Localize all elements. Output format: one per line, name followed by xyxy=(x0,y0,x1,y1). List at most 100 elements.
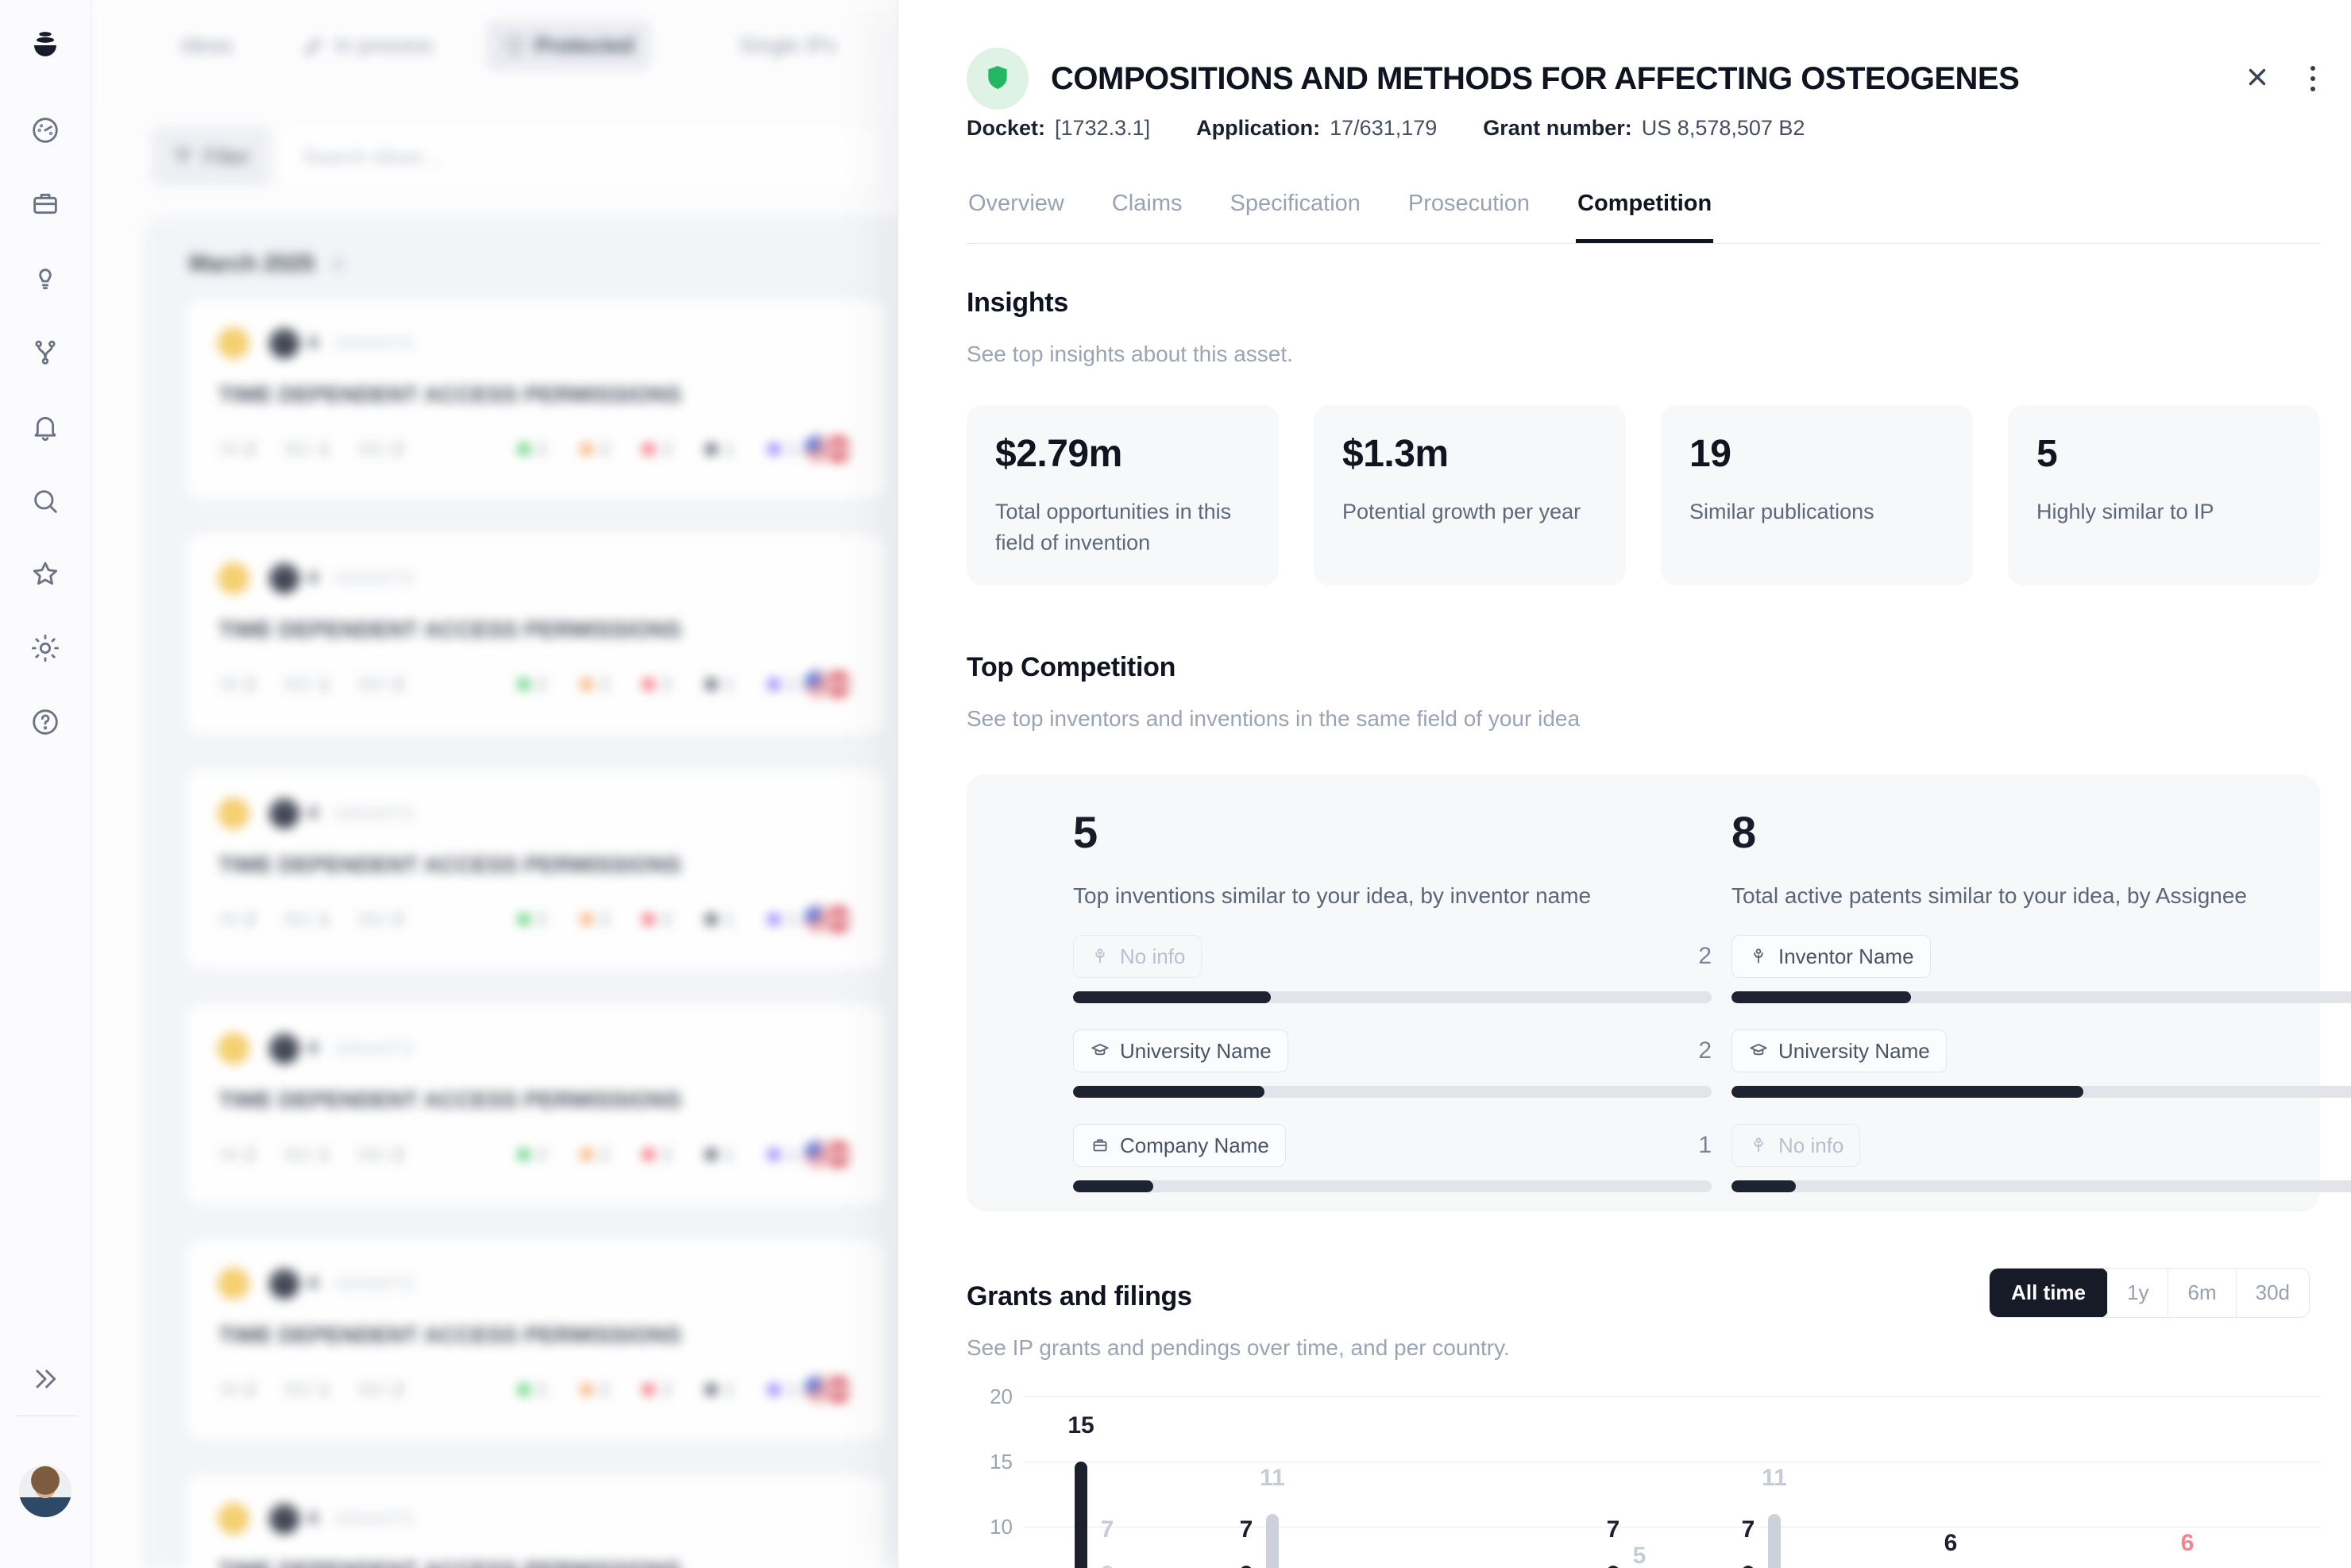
insight-value: 5 xyxy=(2036,433,2058,475)
tab-protected-label: Protected xyxy=(535,33,635,57)
rail-divider xyxy=(14,1415,78,1416)
status-dot: 1 xyxy=(767,1144,797,1165)
range-6m[interactable]: 6m xyxy=(2168,1269,2235,1317)
idea-card[interactable]: 4 GRANTS TIME DEPENDENT ACCESS PERMISSIO… xyxy=(187,299,884,500)
tab-in-process-label: In process xyxy=(334,33,434,57)
tab-prosecution[interactable]: Prosecution xyxy=(1407,191,1531,216)
chip-no-info[interactable]: No info xyxy=(1073,935,1203,978)
insight-label: Total opportunities in this field of inv… xyxy=(995,500,1232,555)
insight-label: Similar publications xyxy=(1689,500,1874,523)
idea-card[interactable]: 4 GRANTS TIME DEPENDENT ACCESS PERMISSIO… xyxy=(187,1475,884,1568)
card-avatar-count: 4 xyxy=(307,1037,318,1059)
bar-fill xyxy=(1731,991,1911,1003)
competition-row: No info 1 xyxy=(1731,1123,2351,1192)
card-stat: 362 1 xyxy=(282,1144,330,1164)
card-avatar xyxy=(269,328,299,358)
chart-bar xyxy=(1607,1566,1619,1568)
status-dot: 2 xyxy=(517,438,547,460)
tab-in-process[interactable]: In process xyxy=(285,21,451,71)
chart-bar-label: 7 xyxy=(1100,1516,1114,1543)
funnel-icon xyxy=(174,149,191,163)
search-icon[interactable] xyxy=(26,482,64,520)
search-ideas-input[interactable]: Search ideas... xyxy=(280,126,882,187)
tabs-divider xyxy=(686,29,688,62)
tab-single-ips[interactable]: Single IPs xyxy=(722,21,854,71)
pipeline-icon[interactable] xyxy=(26,334,64,372)
close-icon xyxy=(2249,68,2266,85)
chart-bar xyxy=(1266,1513,1279,1568)
chip-university[interactable]: University Name xyxy=(1731,1029,1947,1072)
range-1y[interactable]: 1y xyxy=(2107,1269,2168,1317)
card-stat: 362 2 xyxy=(356,674,403,694)
card-title: TIME DEPENDENT ACCESS PERMISSIONS xyxy=(218,617,681,642)
app-logo-icon[interactable] xyxy=(26,25,64,64)
settings-icon[interactable] xyxy=(26,629,64,667)
card-dots: 2 2 2 1 1 xyxy=(517,438,797,460)
chip-inventor-name[interactable]: Inventor Name xyxy=(1731,935,1931,978)
status-dot: 1 xyxy=(767,674,797,695)
idea-card[interactable]: 4 GRANTS TIME DEPENDENT ACCESS PERMISSIO… xyxy=(187,1240,884,1440)
grants-subtitle: See IP grants and pendings over time, an… xyxy=(967,1335,1510,1360)
favorites-icon[interactable] xyxy=(26,555,64,593)
tab-overview[interactable]: Overview xyxy=(968,191,1064,216)
chip-university[interactable]: University Name xyxy=(1073,1029,1288,1072)
competition-col-subtitle: Top inventions similar to your idea, by … xyxy=(1073,883,1592,908)
card-dots: 2 2 2 1 1 xyxy=(517,674,797,695)
card-stat: 362 1 xyxy=(282,1379,330,1400)
modal-header: COMPOSITIONS AND METHODS FOR AFFECTING O… xyxy=(967,48,2320,110)
insight-label: Highly similar to IP xyxy=(2036,500,2214,523)
card-stats: 36 2 362 1 362 2 xyxy=(218,438,430,460)
card-avatar xyxy=(269,798,299,828)
tab-claims[interactable]: Claims xyxy=(1111,191,1183,216)
user-avatar[interactable] xyxy=(19,1465,71,1517)
inventor-icon xyxy=(1754,1137,1763,1153)
card-dots: 2 2 2 1 1 xyxy=(517,1144,797,1165)
range-all-time[interactable]: All time xyxy=(1990,1269,2109,1317)
card-tag: GRANTS xyxy=(334,1273,415,1294)
notifications-icon[interactable] xyxy=(26,408,64,446)
chip-company[interactable]: Company Name xyxy=(1073,1124,1286,1167)
card-dots: 2 2 2 1 1 xyxy=(517,1379,797,1400)
more-options-button[interactable] xyxy=(2306,61,2320,96)
insight-cards: $2.79m Total opportunities in this field… xyxy=(967,405,2320,585)
grant-number-value: US 8,578,507 B2 xyxy=(1641,116,1805,140)
flag-us-icon xyxy=(803,1375,832,1404)
help-icon[interactable] xyxy=(26,703,64,741)
inventor-icon xyxy=(1754,948,1763,964)
flag-us-icon xyxy=(803,670,832,699)
chip-no-info[interactable]: No info xyxy=(1731,1124,1861,1167)
competition-count: 5 xyxy=(1073,807,1098,857)
card-stat: 362 2 xyxy=(356,438,403,459)
tab-competition[interactable]: Competition xyxy=(1576,180,1714,243)
competition-subtitle: See top inventors and inventions in the … xyxy=(967,706,1581,731)
idea-card[interactable]: 4 GRANTS TIME DEPENDENT ACCESS PERMISSIO… xyxy=(187,770,884,970)
filter-button[interactable]: Filter xyxy=(152,127,271,186)
idea-card[interactable]: 4 GRANTS TIME DEPENDENT ACCESS PERMISSIO… xyxy=(187,535,884,735)
insight-card-publications: 19 Similar publications xyxy=(1661,405,1973,585)
tab-specification[interactable]: Specification xyxy=(1230,191,1361,216)
expand-panel-icon[interactable] xyxy=(26,1360,64,1398)
status-dot: 1 xyxy=(705,909,735,930)
chart-bar xyxy=(1075,1462,1087,1568)
ideas-icon[interactable] xyxy=(26,259,64,297)
cards-container: 4 GRANTS TIME DEPENDENT ACCESS PERMISSIO… xyxy=(143,299,898,1568)
ideas-list-panel: Ideas In process Protected Single IPs Fi… xyxy=(91,0,898,1568)
portfolio-icon[interactable] xyxy=(26,184,64,222)
y-axis-label: 20 xyxy=(990,1385,1013,1408)
card-tag: GRANTS xyxy=(334,332,415,353)
idea-card[interactable]: 4 GRANTS TIME DEPENDENT ACCESS PERMISSIO… xyxy=(187,1005,884,1205)
ideas-list-blurred-content: Ideas In process Protected Single IPs Fi… xyxy=(91,0,898,1568)
dashboard-icon[interactable] xyxy=(26,111,64,149)
tab-protected[interactable]: Protected xyxy=(485,21,652,71)
bar-fill xyxy=(1073,1180,1153,1192)
shield-icon xyxy=(507,36,522,54)
card-stat: 36 2 xyxy=(218,674,256,694)
card-stat: 36 2 xyxy=(218,1379,256,1400)
close-button[interactable] xyxy=(2244,64,2271,95)
range-30d[interactable]: 30d xyxy=(2235,1269,2309,1317)
tab-ideas[interactable]: Ideas xyxy=(163,21,250,71)
card-tag: GRANTS xyxy=(334,1508,415,1529)
status-dot: 2 xyxy=(580,1144,609,1165)
status-dot: 2 xyxy=(643,1379,672,1400)
application-label: Application: xyxy=(1196,116,1321,140)
